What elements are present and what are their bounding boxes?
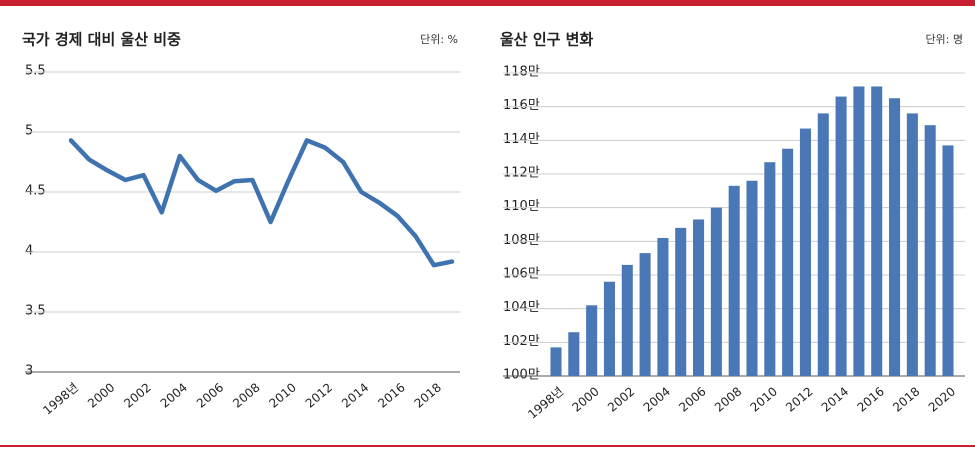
chart-title: 울산 인구 변화 — [500, 31, 593, 49]
x-tick-label: 2018 — [412, 380, 444, 410]
y-tick-label: 108만 — [503, 233, 540, 248]
x-tick-label: 2000 — [85, 380, 117, 410]
y-tick-label: 3.5 — [25, 304, 46, 319]
y-tick-label: 100만 — [503, 368, 540, 383]
bar — [693, 219, 705, 376]
bar — [817, 113, 829, 377]
bar — [746, 180, 758, 376]
y-tick-label: 104만 — [503, 300, 540, 315]
bottom-line — [0, 445, 975, 447]
chart-title: 국가 경제 대비 울산 비중 — [22, 31, 181, 49]
y-tick-label: 118만 — [503, 65, 540, 80]
x-tick-label: 2014 — [339, 380, 371, 410]
x-tick-label: 2002 — [121, 380, 153, 410]
x-tick-label: 2004 — [158, 380, 190, 410]
bar — [710, 207, 722, 376]
x-tick-label: 2012 — [783, 384, 815, 414]
x-tick-label: 2006 — [676, 384, 708, 414]
y-tick-label: 102만 — [503, 334, 540, 349]
x-tick-label: 2020 — [926, 384, 958, 414]
x-tick-label: 2006 — [194, 380, 226, 410]
bar — [603, 281, 615, 376]
bar — [586, 305, 598, 376]
unit-label: 단위: 명 — [925, 33, 963, 46]
x-tick-label: 1998년 — [40, 380, 81, 417]
x-tick-label: 2008 — [230, 380, 262, 410]
y-tick-label: 110만 — [503, 199, 540, 214]
bar — [621, 264, 633, 376]
bar — [942, 145, 954, 376]
y-tick-label: 4 — [25, 244, 33, 259]
x-tick-label: 1998년 — [525, 384, 566, 421]
bar — [906, 113, 918, 377]
unit-label: 단위: % — [420, 33, 458, 46]
x-tick-label: 2010 — [748, 384, 780, 414]
x-tick-label: 2016 — [855, 384, 887, 414]
x-tick-label: 2018 — [890, 384, 922, 414]
x-tick-label: 2010 — [266, 380, 298, 410]
x-tick-label: 2008 — [712, 384, 744, 414]
bar — [568, 332, 580, 376]
bar — [835, 96, 847, 377]
y-tick-label: 5 — [25, 124, 33, 139]
y-tick-label: 3 — [25, 364, 33, 379]
y-tick-label: 116만 — [503, 98, 540, 113]
line — [68, 138, 455, 268]
y-tick-label: 4.5 — [25, 184, 46, 199]
y-tick-label: 112만 — [503, 166, 540, 181]
x-tick-label: 2016 — [375, 380, 407, 410]
bar — [639, 253, 651, 376]
bar — [675, 227, 687, 376]
bar — [871, 86, 883, 376]
bar — [728, 185, 740, 376]
x-tick-label: 2002 — [605, 384, 637, 414]
bar — [853, 86, 865, 376]
bar — [889, 98, 901, 376]
x-tick-label: 2004 — [641, 384, 673, 414]
bar — [657, 237, 669, 376]
bar — [799, 128, 811, 376]
bar — [924, 125, 936, 376]
y-tick-label: 106만 — [503, 267, 540, 282]
bar — [550, 347, 562, 376]
x-tick-label: 2014 — [819, 384, 851, 414]
y-tick-label: 114만 — [503, 132, 540, 147]
bar — [782, 148, 794, 376]
bar — [764, 162, 776, 376]
y-tick-label: 5.5 — [25, 64, 46, 79]
x-tick-label: 2012 — [303, 380, 335, 410]
top-bar — [0, 0, 975, 6]
x-tick-label: 2000 — [569, 384, 601, 414]
